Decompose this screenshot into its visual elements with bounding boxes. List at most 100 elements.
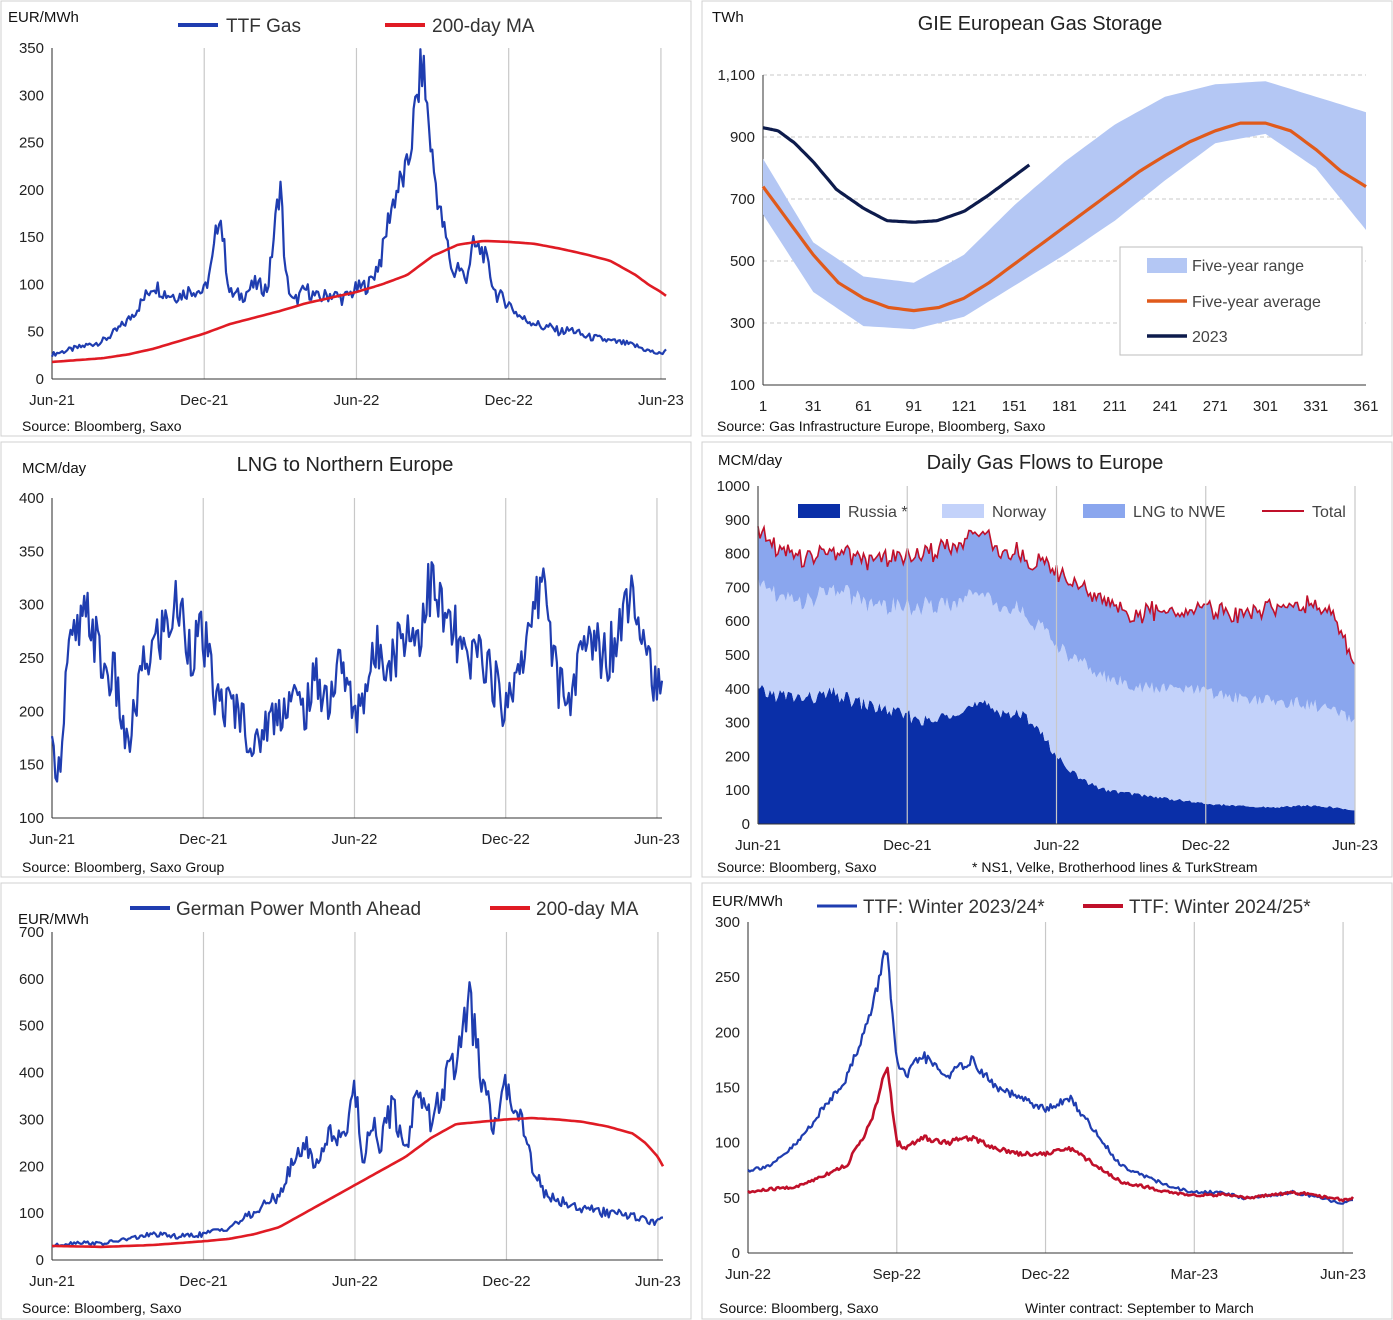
y-tick-label: 800 xyxy=(725,546,750,563)
y-tick-label: 300 xyxy=(19,597,44,614)
footnote: * NS1, Velke, Brotherhood lines & TurkSt… xyxy=(972,859,1258,875)
x-tick-label: Jun-21 xyxy=(29,831,75,848)
y-tick-label: 900 xyxy=(725,512,750,529)
y-tick-label: 50 xyxy=(27,324,44,341)
y-tick-label: 350 xyxy=(19,543,44,560)
x-tick-label: Dec-22 xyxy=(1021,1266,1069,1283)
x-tick-label: Dec-21 xyxy=(883,837,931,854)
y-tick-label: 400 xyxy=(19,490,44,507)
plot-area: 100 150 200 250 300 350 400 Jun-21 Dec-21 Jun-22 D… xyxy=(19,490,680,848)
legend-label-range: Five-year range xyxy=(1192,258,1304,275)
x-tick-label: Jun-22 xyxy=(332,1273,378,1290)
chart-title: Daily Gas Flows to Europe xyxy=(927,452,1164,474)
y-tick-label: 250 xyxy=(19,650,44,667)
y-tick-label: 0 xyxy=(36,371,44,388)
y-tick-label: 200 xyxy=(19,182,44,199)
panel-daily-gas-flows: MCM/day Daily Gas Flows to Europe Source… xyxy=(701,441,1393,878)
y-tick-label: 700 xyxy=(725,579,750,596)
five-year-range-band xyxy=(763,81,1366,330)
y-tick-label: 500 xyxy=(19,1018,44,1035)
x-tick-label: Jun-22 xyxy=(1034,837,1080,854)
legend-swatch-range xyxy=(1147,258,1187,273)
legend-label-average: Five-year average xyxy=(1192,294,1321,311)
legend-label-russia: Russia * xyxy=(848,504,908,521)
y-tick-label: 150 xyxy=(19,229,44,246)
source-note: Source: Bloomberg, Saxo xyxy=(22,1300,182,1316)
y-tick-label: 200 xyxy=(725,748,750,765)
unit-label: EUR/MWh xyxy=(712,893,783,910)
y-tick-label: 300 xyxy=(730,315,755,332)
panel-ttf-winter: EUR/MWh Source: Bloomberg, Saxo Winter c… xyxy=(701,882,1393,1320)
x-tick-label: Jun-21 xyxy=(29,1273,75,1290)
y-tick-label: 100 xyxy=(19,810,44,827)
source-note: Source: Bloomberg, Saxo xyxy=(22,418,182,434)
source-note: Source: Bloomberg, Saxo xyxy=(717,859,877,875)
x-tick-label: Jun-22 xyxy=(725,1266,771,1283)
legend-swatch-russia xyxy=(798,504,840,518)
x-tick-label: Jun-23 xyxy=(635,1273,681,1290)
x-tick-label: 361 xyxy=(1353,398,1378,415)
y-tick-label: 700 xyxy=(730,191,755,208)
series-line xyxy=(50,48,667,357)
legend-label-ma: 200-day MA xyxy=(536,899,639,920)
x-tick-label: Jun-23 xyxy=(634,831,680,848)
y-tick-label: 100 xyxy=(725,782,750,799)
panel-frame xyxy=(0,441,692,878)
source-note: Source: Bloomberg, Saxo Group xyxy=(22,859,225,875)
x-tick-label: Jun-23 xyxy=(1320,1266,1366,1283)
panel-frame xyxy=(0,0,692,437)
y-tick-label: 150 xyxy=(715,1080,740,1097)
legend: TTF Gas 200-day MA xyxy=(178,16,535,37)
x-tick-label: Dec-22 xyxy=(1182,837,1230,854)
x-tick-label: 151 xyxy=(1002,398,1027,415)
series-line xyxy=(50,561,664,783)
y-tick-label: 200 xyxy=(19,703,44,720)
y-tick-label: 500 xyxy=(730,253,755,270)
x-tick-label: Dec-21 xyxy=(179,1273,227,1290)
x-tick-label: Jun-21 xyxy=(29,392,75,409)
chart-title: LNG to Northern Europe xyxy=(237,454,454,476)
y-tick-label: 250 xyxy=(715,969,740,986)
x-tick-label: Dec-21 xyxy=(180,392,228,409)
x-tick-label: 301 xyxy=(1253,398,1278,415)
x-tick-label: Dec-22 xyxy=(482,831,530,848)
panel-frame xyxy=(0,882,692,1320)
x-tick-label: 331 xyxy=(1303,398,1328,415)
x-tick-label: 1 xyxy=(759,398,767,415)
plot-area: 100 300 500 700 900 1,100 1 31 61 91 121 151 181 211 2… xyxy=(717,67,1378,415)
unit-label: MCM/day xyxy=(22,460,87,477)
x-tick-label: Jun-22 xyxy=(334,392,380,409)
y-tick-label: 300 xyxy=(725,715,750,732)
x-tick-label: 31 xyxy=(805,398,822,415)
x-tick-label: 61 xyxy=(855,398,872,415)
y-tick-label: 300 xyxy=(19,87,44,104)
legend-label-norway: Norway xyxy=(992,504,1046,521)
plot-area: 0 100 200 300 400 500 600 700 Jun-21 Dec-21 Jun-22… xyxy=(19,924,681,1290)
x-tick-label: Jun-22 xyxy=(332,831,378,848)
y-tick-label: 600 xyxy=(725,613,750,630)
x-tick-label: Dec-21 xyxy=(179,831,227,848)
y-tick-label: 900 xyxy=(730,129,755,146)
x-tick-label: 91 xyxy=(905,398,922,415)
plot-area: 0 50 100 150 200 250 300 350 Jun-21 Dec-21 Jun-22 D… xyxy=(19,40,684,409)
x-tick-label: Jun-23 xyxy=(638,392,684,409)
footnote: Winter contract: September to March xyxy=(1025,1300,1254,1316)
series-line xyxy=(747,1066,1355,1203)
legend-label-winter-2324: TTF: Winter 2023/24* xyxy=(863,897,1045,918)
unit-label: EUR/MWh xyxy=(8,9,79,26)
x-tick-label: 271 xyxy=(1203,398,1228,415)
legend: Russia * Norway LNG to NWE Total xyxy=(798,504,1346,521)
x-tick-label: 181 xyxy=(1052,398,1077,415)
panel-lng-northern-europe: MCM/day LNG to Northern Europe Source: B… xyxy=(0,441,692,878)
y-tick-label: 0 xyxy=(742,816,750,833)
unit-label: MCM/day xyxy=(718,452,783,469)
x-tick-label: Dec-22 xyxy=(482,1273,530,1290)
x-tick-label: Jun-23 xyxy=(1332,837,1378,854)
series-line xyxy=(51,239,667,364)
x-tick-label: Mar-23 xyxy=(1171,1266,1219,1283)
legend: German Power Month Ahead 200-day MA xyxy=(130,899,639,920)
plot-area: 0 50 100 150 200 250 300 Jun-22 Sep-22 Dec-22 Mar-… xyxy=(715,914,1366,1283)
unit-label: TWh xyxy=(712,9,744,26)
y-tick-label: 300 xyxy=(715,914,740,931)
